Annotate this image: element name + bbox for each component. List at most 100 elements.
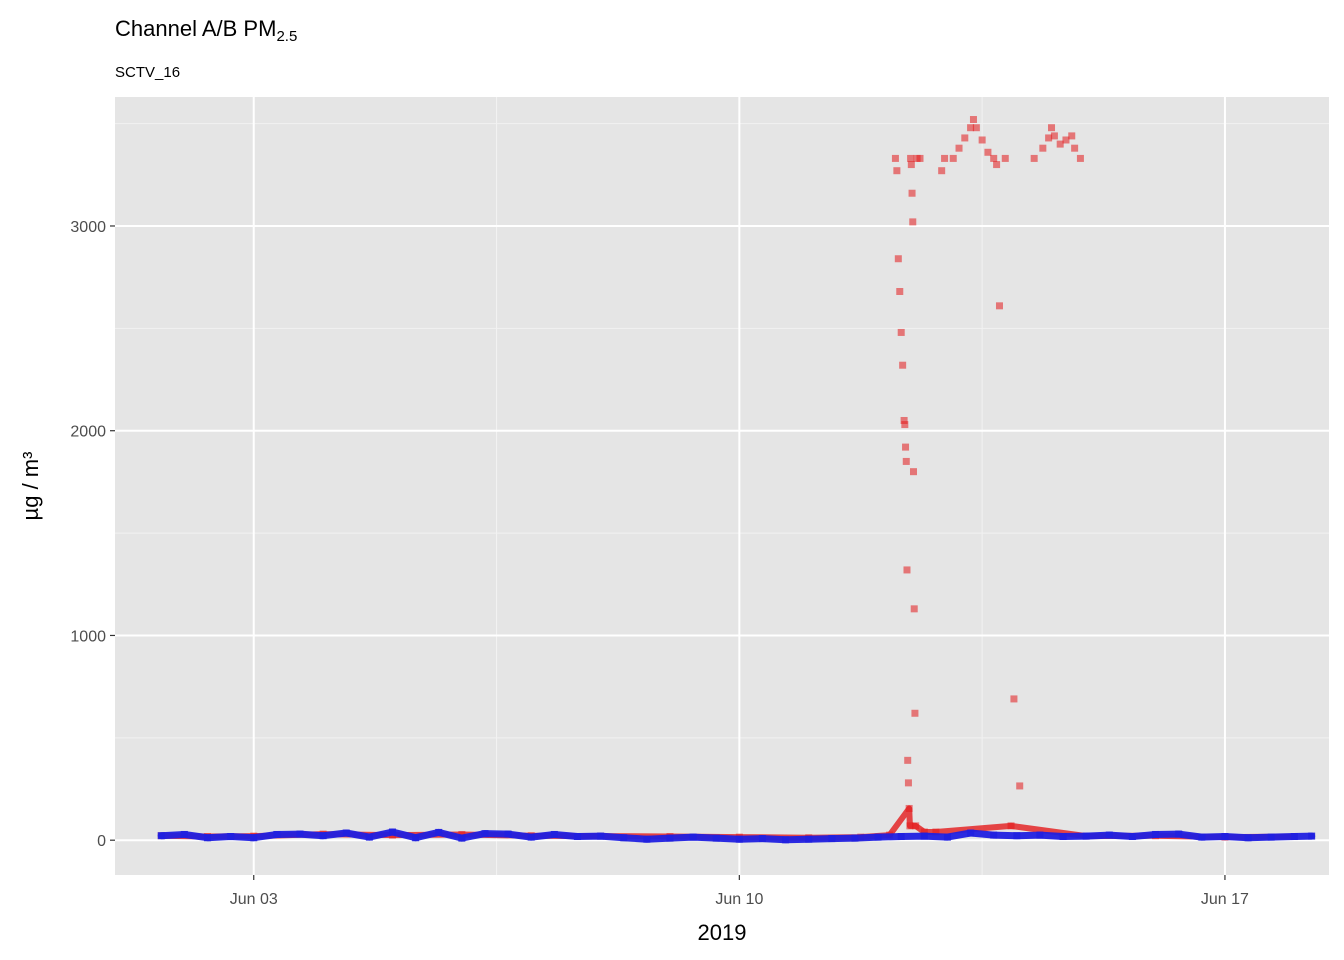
data-point <box>1048 124 1056 132</box>
data-point <box>735 835 743 843</box>
chart-subtitle: SCTV_16 <box>115 64 180 81</box>
data-point <box>984 148 992 156</box>
data-point <box>1036 831 1044 839</box>
data-point <box>904 779 912 787</box>
data-point <box>180 830 188 838</box>
data-point <box>458 834 466 842</box>
data-point <box>388 828 396 836</box>
data-point <box>1105 831 1113 839</box>
data-point <box>899 361 907 369</box>
data-point <box>874 833 882 841</box>
data-point <box>893 167 901 175</box>
data-point <box>1059 833 1067 841</box>
y-tick-label: 2000 <box>70 424 106 441</box>
data-point <box>620 834 628 842</box>
data-point <box>1056 140 1064 148</box>
data-point <box>1016 782 1024 790</box>
data-point <box>905 804 913 812</box>
data-point <box>1045 134 1053 142</box>
data-point <box>805 835 813 843</box>
data-point <box>1198 833 1206 841</box>
data-point <box>550 830 558 838</box>
chart-title-main: Channel A/B PM <box>115 16 276 41</box>
data-point <box>906 822 914 830</box>
data-point <box>527 833 535 841</box>
x-axis: Jun 03 Jun 10 Jun 17 <box>230 875 1249 908</box>
data-point <box>912 822 920 830</box>
chart-title: Channel A/B PM2.5 <box>115 16 297 45</box>
data-point <box>967 829 975 837</box>
data-point <box>1001 154 1009 162</box>
data-point <box>932 828 940 836</box>
data-point <box>319 832 327 840</box>
data-point <box>758 835 766 843</box>
data-point <box>920 828 928 836</box>
data-point <box>481 830 489 838</box>
data-point <box>891 154 899 162</box>
data-point <box>972 124 980 132</box>
data-point <box>712 834 720 842</box>
x-tick-label: Jun 17 <box>1201 891 1249 908</box>
data-point <box>894 255 902 263</box>
data-point <box>910 605 918 613</box>
data-point <box>896 288 904 295</box>
data-point <box>961 134 969 142</box>
data-point <box>1039 144 1047 152</box>
series-1 <box>157 828 1316 844</box>
data-point <box>1030 154 1038 162</box>
data-point <box>904 756 912 764</box>
grid <box>115 97 1329 875</box>
data-point <box>296 830 304 838</box>
data-point <box>1007 822 1015 830</box>
data-point <box>250 834 258 842</box>
data-point <box>458 830 466 838</box>
data-point <box>1175 830 1183 838</box>
data-point <box>969 116 977 124</box>
data-point <box>1076 154 1084 162</box>
data-point <box>902 443 910 451</box>
data-point <box>990 154 998 162</box>
data-point <box>993 161 1001 169</box>
data-point <box>573 833 581 841</box>
data-point <box>1290 833 1298 841</box>
data-point <box>1071 144 1079 152</box>
x-tick-label: Jun 10 <box>715 891 763 908</box>
data-point <box>938 167 946 175</box>
data-point <box>203 834 211 842</box>
data-point <box>909 218 917 226</box>
data-point <box>1221 833 1229 841</box>
data-point <box>967 124 975 132</box>
data-point <box>273 830 281 838</box>
data-point <box>907 154 915 162</box>
y-tick-label: 1000 <box>70 628 106 645</box>
data-point <box>365 833 373 841</box>
data-point <box>901 421 909 429</box>
data-point <box>157 832 165 840</box>
data-point <box>978 136 986 144</box>
y-tick-label: 3000 <box>70 219 106 236</box>
data-point <box>1308 832 1316 840</box>
data-point <box>1068 132 1076 140</box>
data-point <box>1152 830 1160 838</box>
data-point <box>955 144 963 152</box>
data-point <box>897 833 905 841</box>
data-point <box>689 833 697 841</box>
data-point <box>943 833 951 841</box>
data-point <box>903 566 911 574</box>
data-point <box>902 457 910 465</box>
data-point <box>949 154 957 162</box>
data-point <box>1128 833 1136 841</box>
data-point <box>907 161 915 169</box>
data-point <box>504 830 512 838</box>
data-point <box>908 189 916 197</box>
data-point <box>412 834 420 842</box>
data-point <box>995 302 1003 310</box>
data-point <box>1050 132 1058 140</box>
data-point <box>916 154 924 162</box>
data-point <box>1062 136 1070 144</box>
data-point <box>643 835 651 843</box>
data-point <box>435 828 443 836</box>
data-point <box>1013 832 1021 840</box>
data-point <box>851 834 859 842</box>
